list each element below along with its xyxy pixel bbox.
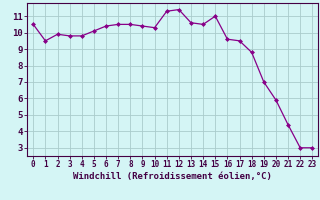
X-axis label: Windchill (Refroidissement éolien,°C): Windchill (Refroidissement éolien,°C) xyxy=(73,172,272,181)
